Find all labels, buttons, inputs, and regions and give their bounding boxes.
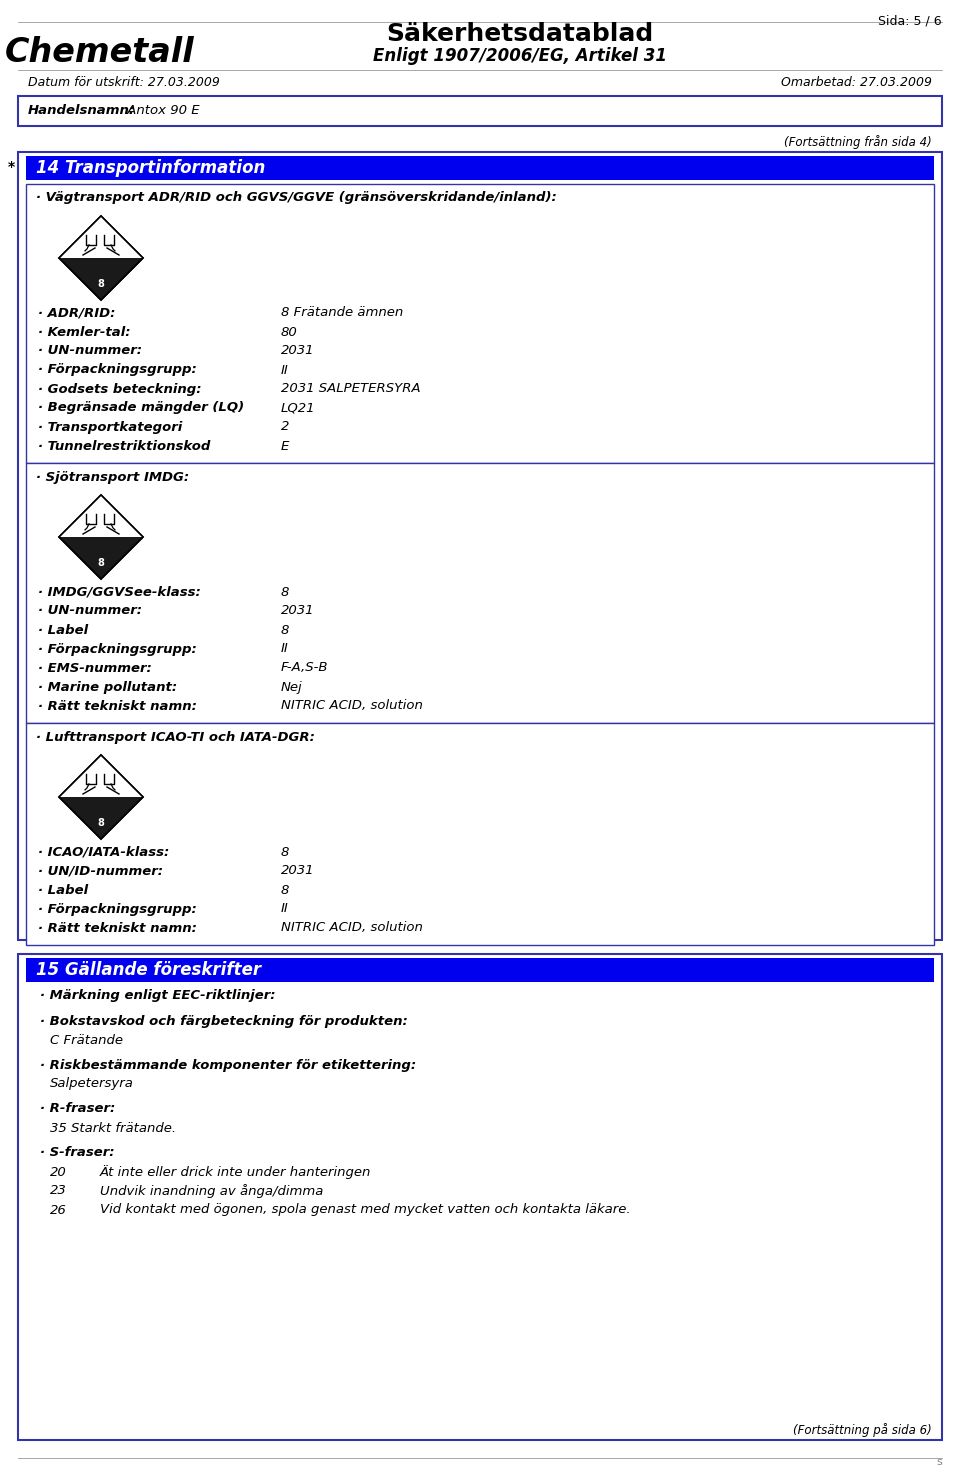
- Text: Nej: Nej: [281, 680, 302, 693]
- Text: 2031 SALPETERSYRA: 2031 SALPETERSYRA: [281, 383, 420, 396]
- FancyBboxPatch shape: [26, 464, 934, 723]
- Text: 26: 26: [50, 1204, 67, 1216]
- FancyBboxPatch shape: [26, 958, 934, 982]
- FancyBboxPatch shape: [26, 723, 934, 945]
- Text: · R-fraser:: · R-fraser:: [40, 1103, 115, 1116]
- FancyBboxPatch shape: [18, 954, 942, 1440]
- Text: s: s: [936, 1457, 942, 1468]
- FancyBboxPatch shape: [18, 96, 942, 127]
- Text: · Label: · Label: [38, 883, 88, 896]
- Text: E: E: [281, 440, 289, 452]
- Text: Vid kontakt med ögonen, spola genast med mycket vatten och kontakta läkare.: Vid kontakt med ögonen, spola genast med…: [100, 1204, 631, 1216]
- Text: 2031: 2031: [281, 344, 315, 358]
- Text: · Tunnelrestriktionskod: · Tunnelrestriktionskod: [38, 440, 210, 452]
- Text: NITRIC ACID, solution: NITRIC ACID, solution: [281, 699, 422, 712]
- Text: 2031: 2031: [281, 605, 315, 617]
- Text: 8: 8: [281, 624, 289, 636]
- Text: · IMDG/GGVSee-klass:: · IMDG/GGVSee-klass:: [38, 586, 201, 599]
- Text: II: II: [281, 364, 289, 377]
- Text: 8 Frätande ämnen: 8 Frätande ämnen: [281, 306, 403, 319]
- Text: 8: 8: [98, 818, 105, 829]
- FancyBboxPatch shape: [26, 156, 934, 180]
- Text: Enligt 1907/2006/EG, Artikel 31: Enligt 1907/2006/EG, Artikel 31: [373, 47, 667, 65]
- Text: · Kemler-tal:: · Kemler-tal:: [38, 325, 131, 339]
- Text: Handelsnamn:: Handelsnamn:: [28, 105, 135, 118]
- Text: · Förpackningsgrupp:: · Förpackningsgrupp:: [38, 902, 197, 916]
- Text: Sida: 5 / 6: Sida: 5 / 6: [878, 15, 942, 26]
- Text: Datum för utskrift: 27.03.2009: Datum för utskrift: 27.03.2009: [28, 77, 220, 90]
- Text: 8: 8: [281, 845, 289, 858]
- Text: 8: 8: [281, 883, 289, 896]
- Text: · Marine pollutant:: · Marine pollutant:: [38, 680, 178, 693]
- Text: 14 Transportinformation: 14 Transportinformation: [36, 159, 265, 177]
- Text: Antox 90 E: Antox 90 E: [123, 105, 200, 118]
- Text: 80: 80: [281, 325, 298, 339]
- Text: · Bokstavskod och färgbeteckning för produkten:: · Bokstavskod och färgbeteckning för pro…: [40, 1014, 408, 1027]
- Text: 2: 2: [281, 421, 289, 433]
- Text: (Fortsättning på sida 6): (Fortsättning på sida 6): [793, 1423, 932, 1437]
- Text: Omarbetad: 27.03.2009: Omarbetad: 27.03.2009: [781, 77, 932, 90]
- Text: Ät inte eller drick inte under hanteringen: Ät inte eller drick inte under hantering…: [100, 1164, 372, 1179]
- Text: Säkerhetsdatablad: Säkerhetsdatablad: [386, 22, 654, 46]
- Text: · ICAO/IATA-klass:: · ICAO/IATA-klass:: [38, 845, 169, 858]
- Text: Undvik inandning av ånga/dimma: Undvik inandning av ånga/dimma: [100, 1183, 324, 1198]
- Polygon shape: [59, 216, 143, 258]
- Text: · Label: · Label: [38, 624, 88, 636]
- Polygon shape: [59, 495, 143, 537]
- Text: NITRIC ACID, solution: NITRIC ACID, solution: [281, 921, 422, 935]
- Text: · Riskbestämmande komponenter för etikettering:: · Riskbestämmande komponenter för etiket…: [40, 1058, 416, 1072]
- Text: Salpetersyra: Salpetersyra: [50, 1078, 133, 1091]
- Text: 2031: 2031: [281, 864, 315, 877]
- FancyBboxPatch shape: [18, 152, 942, 941]
- Polygon shape: [59, 755, 143, 796]
- Text: II: II: [281, 642, 289, 655]
- Text: LQ21: LQ21: [281, 402, 316, 415]
- Text: · Begränsade mängder (LQ): · Begränsade mängder (LQ): [38, 402, 244, 415]
- Text: 8: 8: [281, 586, 289, 599]
- Text: · Rätt tekniskt namn:: · Rätt tekniskt namn:: [38, 699, 197, 712]
- Text: 35 Starkt frätande.: 35 Starkt frätande.: [50, 1122, 176, 1135]
- Text: · Sjötransport IMDG:: · Sjötransport IMDG:: [36, 471, 189, 483]
- Text: 15 Gällande föreskrifter: 15 Gällande föreskrifter: [36, 961, 261, 979]
- Polygon shape: [59, 495, 143, 578]
- Text: Chemetall: Chemetall: [5, 35, 195, 69]
- Text: II: II: [281, 902, 289, 916]
- Text: *: *: [8, 160, 15, 174]
- Text: · UN-nummer:: · UN-nummer:: [38, 605, 142, 617]
- Text: · Märkning enligt EEC-riktlinjer:: · Märkning enligt EEC-riktlinjer:: [40, 989, 276, 1002]
- Text: 8: 8: [98, 280, 105, 289]
- Text: 23: 23: [50, 1185, 67, 1198]
- Text: · UN/ID-nummer:: · UN/ID-nummer:: [38, 864, 163, 877]
- Text: (Fortsättning från sida 4): (Fortsättning från sida 4): [784, 135, 932, 149]
- Text: · UN-nummer:: · UN-nummer:: [38, 344, 142, 358]
- Text: · Förpackningsgrupp:: · Förpackningsgrupp:: [38, 642, 197, 655]
- Text: · Förpackningsgrupp:: · Förpackningsgrupp:: [38, 364, 197, 377]
- Polygon shape: [59, 258, 143, 300]
- Text: 20: 20: [50, 1166, 67, 1179]
- Polygon shape: [59, 216, 143, 300]
- Text: · EMS-nummer:: · EMS-nummer:: [38, 661, 152, 674]
- Text: · ADR/RID:: · ADR/RID:: [38, 306, 115, 319]
- Polygon shape: [59, 755, 143, 839]
- Text: C Frätande: C Frätande: [50, 1033, 123, 1047]
- Text: · Lufttransport ICAO-TI och IATA-DGR:: · Lufttransport ICAO-TI och IATA-DGR:: [36, 730, 315, 743]
- Text: · Godsets beteckning:: · Godsets beteckning:: [38, 383, 202, 396]
- FancyBboxPatch shape: [26, 184, 934, 464]
- Polygon shape: [59, 537, 143, 578]
- Polygon shape: [59, 796, 143, 839]
- Text: F-A,S-B: F-A,S-B: [281, 661, 328, 674]
- Text: · Vägtransport ADR/RID och GGVS/GGVE (gränsöverskridande/inland):: · Vägtransport ADR/RID och GGVS/GGVE (gr…: [36, 191, 557, 205]
- Text: · Rätt tekniskt namn:: · Rätt tekniskt namn:: [38, 921, 197, 935]
- Text: · S-fraser:: · S-fraser:: [40, 1147, 114, 1160]
- Text: · Transportkategori: · Transportkategori: [38, 421, 182, 433]
- Text: 8: 8: [98, 558, 105, 568]
